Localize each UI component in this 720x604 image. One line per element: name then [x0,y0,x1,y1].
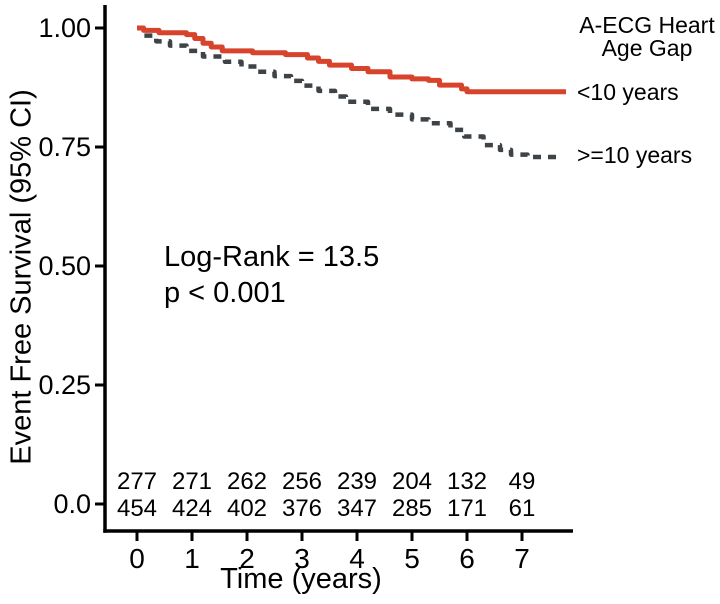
risk-count: 402 [227,495,267,522]
risk-count: 262 [227,468,267,495]
risk-count: 454 [117,495,157,522]
risk-count: 271 [172,468,212,495]
risk-count: 171 [447,495,487,522]
x-tick-label: 7 [514,543,530,574]
y-tick-label: 0.25 [38,370,91,400]
y-axis-title: Event Free Survival (95% CI) [5,89,38,465]
risk-count: 347 [337,495,377,522]
logrank-text: Log-Rank = 13.5 [164,241,380,273]
km-curve-lt10 [137,25,566,95]
risk-count: 256 [282,468,322,495]
x-tick-label: 5 [404,543,420,574]
risk-count: 424 [172,495,212,522]
x-tick-label: 0 [129,543,145,574]
risk-count: 239 [337,468,377,495]
y-tick-label: 0.50 [38,251,91,281]
y-tick-label: 0.0 [53,489,91,519]
risk-count: 61 [509,495,536,522]
km-curve-gte10 [137,25,561,160]
pvalue-text: p < 0.001 [164,277,286,309]
legend-title-line1: A-ECG Heart [579,12,715,38]
x-tick-label: 1 [184,543,200,574]
legend-label-gte10: >=10 years [577,142,693,168]
risk-count: 49 [509,468,536,495]
legend-title: A-ECG Heart Age Gap [566,14,720,60]
legend-title-line2: Age Gap [601,35,693,61]
y-tick-label: 0.75 [38,132,91,162]
risk-count: 204 [392,468,432,495]
risk-count: 376 [282,495,322,522]
x-tick-label: 2 [239,543,255,574]
x-tick-label: 6 [459,543,475,574]
legend-label-lt10: <10 years [577,79,679,105]
x-tick-label: 3 [294,543,310,574]
stats-annotation: Log-Rank = 13.5 p < 0.001 [164,239,379,311]
x-tick-label: 4 [349,543,365,574]
risk-count: 132 [447,468,487,495]
risk-count: 285 [392,495,432,522]
y-tick-label: 1.00 [38,13,91,43]
x-axis-title: Time (years) [220,563,382,595]
risk-count: 277 [117,468,157,495]
